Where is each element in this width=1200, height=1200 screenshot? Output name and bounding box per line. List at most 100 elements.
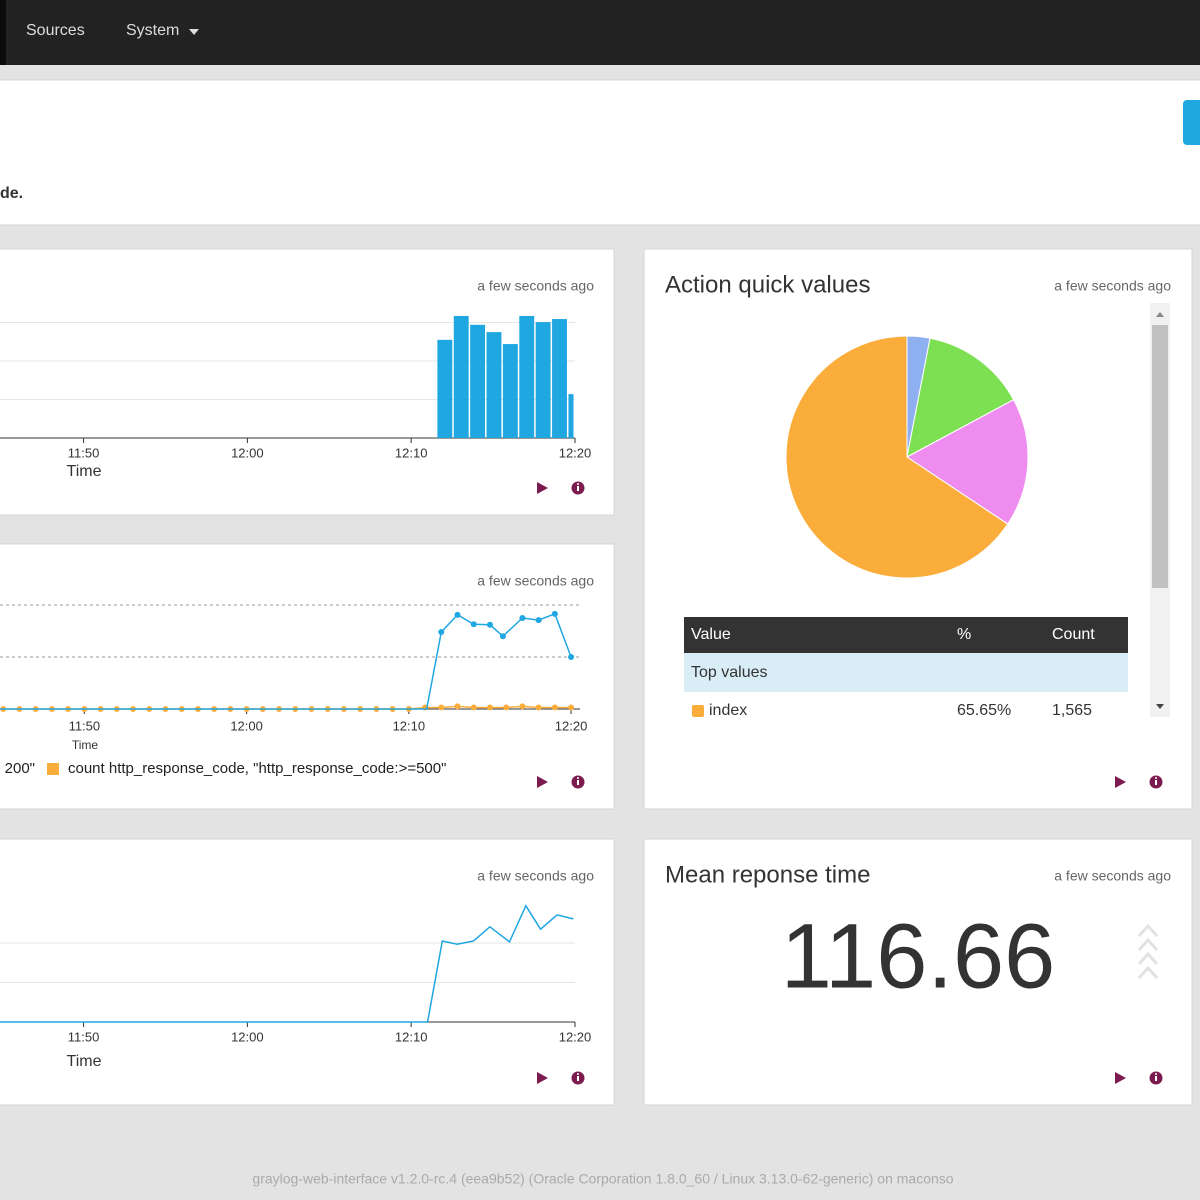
info-icon-glyph — [577, 483, 579, 485]
button[interactable] — [1183, 100, 1200, 145]
table-header-cell: Value — [691, 626, 731, 643]
x-axis-label: Time — [67, 1053, 102, 1070]
x-axis-label: Time — [67, 463, 102, 480]
timestamp: a few seconds ago — [1054, 278, 1171, 294]
info-icon-glyph — [577, 780, 579, 785]
bar — [470, 324, 486, 438]
info-icon-glyph — [577, 777, 579, 779]
scroll-down[interactable] — [1156, 704, 1164, 709]
info-icon-glyph — [577, 1076, 579, 1081]
table-cell: 65.65% — [957, 702, 1011, 719]
table-swatch — [692, 705, 704, 717]
series-point — [519, 615, 526, 621]
widget-title: Mean reponse time — [665, 861, 870, 888]
pie-slice — [906, 399, 1029, 525]
info-icon-glyph — [577, 1073, 579, 1075]
nav-item[interactable]: System — [126, 22, 179, 39]
x-tick-label: 12:20 — [559, 445, 592, 460]
table-group-label: Top values — [691, 664, 768, 681]
bar — [437, 339, 453, 438]
bar — [519, 315, 535, 438]
x-tick-label: 12:10 — [395, 1029, 428, 1044]
x-tick-label: 11:50 — [68, 1029, 100, 1044]
x-tick-label: 12:00 — [231, 445, 264, 460]
series-point — [486, 704, 493, 711]
series-point — [470, 704, 477, 711]
widget-title: Action quick values — [665, 271, 870, 298]
scrollbar-thumb[interactable] — [1152, 325, 1168, 588]
x-axis-label: Time — [72, 738, 99, 752]
x-tick-label: 12:00 — [231, 1029, 264, 1044]
x-tick-label: 12:10 — [395, 445, 428, 460]
header-text: de. — [0, 185, 23, 202]
info-icon-glyph — [1155, 1076, 1157, 1081]
trend-chevron — [1137, 965, 1159, 980]
x-tick-label: 12:20 — [555, 718, 588, 733]
pie-slice — [906, 337, 1015, 458]
bar — [552, 319, 567, 438]
x-tick-label: 11:50 — [68, 445, 100, 460]
series-point — [470, 621, 477, 628]
series-point — [535, 617, 542, 624]
series-point — [499, 633, 506, 640]
nav-item[interactable]: Sources — [26, 22, 85, 39]
series-point — [551, 704, 558, 711]
table-cell: 1,565 — [1052, 702, 1092, 719]
navbar — [0, 0, 1200, 65]
series-line — [0, 904, 574, 1023]
series-point — [551, 610, 558, 617]
legend-label: 200" — [5, 760, 35, 777]
timestamp: a few seconds ago — [477, 278, 594, 294]
timestamp: a few seconds ago — [477, 868, 594, 884]
x-tick-label: 11:50 — [69, 718, 101, 733]
pie-slice — [785, 335, 1009, 579]
table-header — [684, 617, 1128, 653]
info-icon-glyph — [1155, 1073, 1157, 1075]
info-icon-glyph — [1155, 777, 1157, 779]
x-tick-label: 12:10 — [393, 718, 426, 733]
info-icon-glyph — [1155, 780, 1157, 785]
bar — [486, 332, 502, 438]
series-point — [568, 654, 575, 660]
series-point — [438, 629, 445, 636]
legend-label: count http_response_code, "http_response… — [68, 760, 446, 777]
replay-icon[interactable] — [537, 1072, 548, 1084]
series-point — [454, 611, 461, 618]
series-point — [503, 704, 510, 711]
timestamp: a few seconds ago — [477, 573, 594, 589]
series-point — [519, 703, 526, 710]
timestamp: a few seconds ago — [1054, 868, 1171, 884]
bar — [453, 315, 469, 438]
bar — [568, 394, 574, 438]
series-point — [438, 704, 445, 711]
widget-panel — [643, 838, 1193, 1106]
trend-chevron — [1137, 923, 1159, 938]
series-point — [486, 621, 493, 628]
footer: graylog-web-interface v1.2.0-rc.4 (eea9b… — [252, 1171, 953, 1187]
x-tick-label: 12:20 — [559, 1029, 592, 1044]
series-point — [454, 703, 461, 710]
series-point — [568, 704, 575, 711]
legend-swatch — [47, 763, 59, 775]
replay-icon[interactable] — [1115, 1072, 1126, 1084]
x-tick-label: 12:00 — [230, 718, 263, 733]
trend-chevron — [1137, 937, 1159, 952]
caret — [189, 29, 199, 35]
series-point — [535, 704, 542, 711]
replay-icon[interactable] — [537, 482, 548, 494]
widget-panel — [0, 838, 615, 1106]
trend-chevron — [1137, 951, 1159, 966]
navbar-edge — [0, 0, 6, 65]
table-group-row — [684, 653, 1128, 692]
bar — [502, 344, 518, 438]
table-header-cell: Count — [1052, 626, 1095, 643]
bar — [535, 322, 551, 438]
table-cell: index — [709, 702, 747, 719]
replay-icon[interactable] — [537, 776, 548, 788]
scroll-up[interactable] — [1156, 312, 1164, 317]
replay-icon[interactable] — [1115, 776, 1126, 788]
info-icon-glyph — [577, 486, 579, 491]
metric-value: 116.66 — [781, 905, 1056, 1007]
